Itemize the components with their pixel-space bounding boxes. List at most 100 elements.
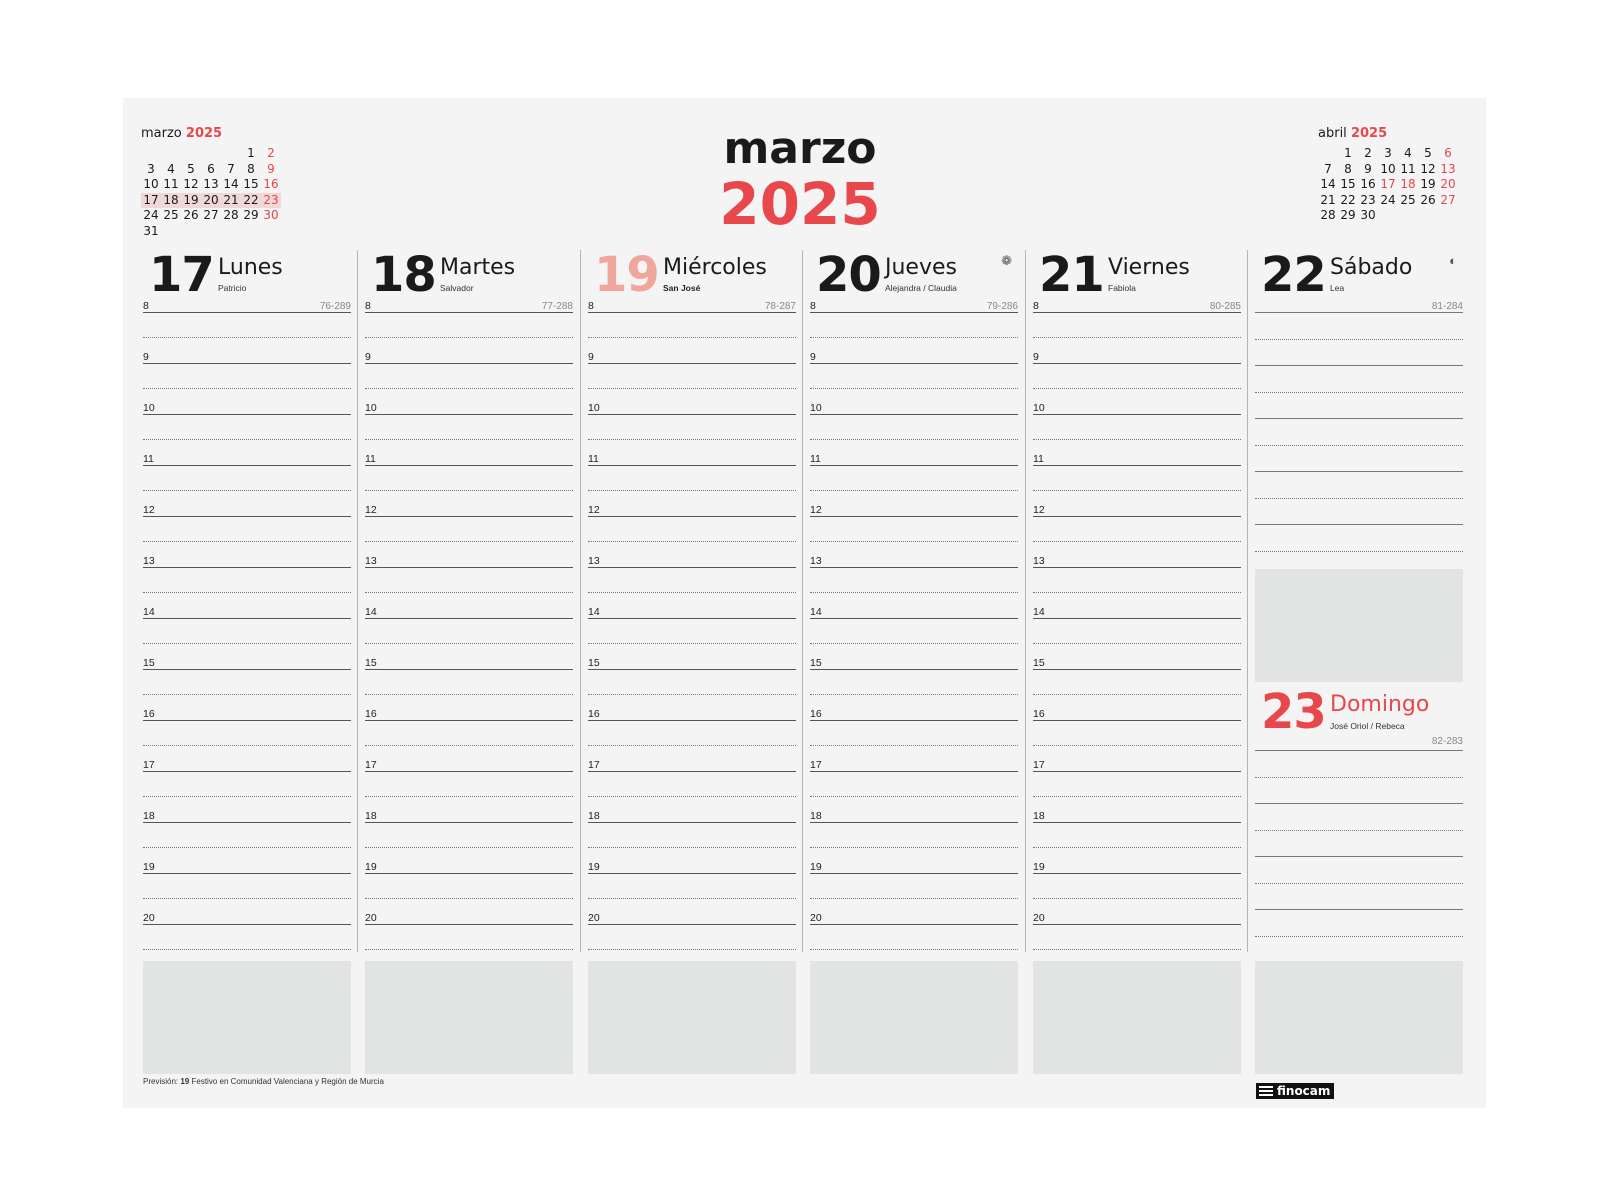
day-note-box[interactable]: [143, 961, 351, 1074]
hour-slot[interactable]: 16: [143, 708, 351, 771]
hour-slot[interactable]: 11: [588, 453, 796, 516]
hour-slot[interactable]: 14: [143, 606, 351, 669]
day-note-box[interactable]: [365, 961, 573, 1074]
hour-slot[interactable]: 20: [143, 912, 351, 975]
hour-slot[interactable]: 11: [143, 453, 351, 516]
hour-slot[interactable]: 14: [1033, 606, 1241, 669]
hour-slot[interactable]: 20: [365, 912, 573, 975]
mini-calendar-day: 27: [1440, 192, 1456, 207]
hour-slot[interactable]: 18: [365, 810, 573, 873]
hour-slot[interactable]: 20: [1033, 912, 1241, 975]
hour-slot[interactable]: 19: [810, 861, 1018, 924]
hour-slot[interactable]: 12: [365, 504, 573, 567]
hour-slot[interactable]: 15: [588, 657, 796, 720]
sunday-writing-lines[interactable]: [1255, 750, 1463, 962]
column-divider: [802, 250, 803, 952]
hour-slot[interactable]: 18: [810, 810, 1018, 873]
half-hour-line: [1033, 847, 1241, 848]
hour-line: [810, 465, 1018, 466]
day-note-box[interactable]: [1033, 961, 1241, 1074]
hour-slot[interactable]: 11: [810, 453, 1018, 516]
hour-slots: 8 9 10 11 12 13 14 15: [365, 300, 573, 975]
hour-line: [588, 465, 796, 466]
half-hour-line: [588, 745, 796, 746]
hour-label: 20: [810, 912, 822, 924]
hour-slot[interactable]: 8: [1033, 300, 1241, 363]
hour-slot[interactable]: 18: [143, 810, 351, 873]
hour-slot[interactable]: 13: [588, 555, 796, 618]
hour-line: [365, 822, 573, 823]
hour-slot[interactable]: 8: [143, 300, 351, 363]
day-saint: San José: [663, 283, 701, 293]
hour-line: [143, 618, 351, 619]
hour-line: [1033, 363, 1241, 364]
hour-slot[interactable]: 12: [810, 504, 1018, 567]
hour-slot[interactable]: 10: [810, 402, 1018, 465]
hour-slot[interactable]: 16: [588, 708, 796, 771]
hour-slot[interactable]: 13: [365, 555, 573, 618]
half-hour-line: [810, 949, 1018, 950]
half-hour-line: [365, 490, 573, 491]
hour-slot[interactable]: 17: [143, 759, 351, 822]
hour-slot[interactable]: 9: [588, 351, 796, 414]
hour-slot[interactable]: 19: [143, 861, 351, 924]
hour-slot[interactable]: 13: [1033, 555, 1241, 618]
hour-slot[interactable]: 11: [1033, 453, 1241, 516]
hour-slot[interactable]: 13: [143, 555, 351, 618]
hour-label: 10: [588, 402, 600, 414]
hour-slot[interactable]: 13: [810, 555, 1018, 618]
hour-slot[interactable]: 14: [365, 606, 573, 669]
hour-slot[interactable]: 15: [810, 657, 1018, 720]
hour-slot[interactable]: 17: [810, 759, 1018, 822]
hour-slot[interactable]: 10: [143, 402, 351, 465]
mini-calendar-day: 7: [227, 161, 235, 176]
hour-slot[interactable]: 9: [1033, 351, 1241, 414]
saturday-note-box[interactable]: [1255, 569, 1463, 682]
hour-slot[interactable]: 12: [588, 504, 796, 567]
hour-slot[interactable]: 17: [365, 759, 573, 822]
hour-slot[interactable]: 19: [1033, 861, 1241, 924]
hour-line: [1033, 414, 1241, 415]
hour-slot[interactable]: 14: [810, 606, 1018, 669]
hour-slot[interactable]: 15: [143, 657, 351, 720]
hour-slot[interactable]: 20: [588, 912, 796, 975]
saturday-writing-lines[interactable]: [1255, 312, 1463, 577]
hour-slot[interactable]: 8: [588, 300, 796, 363]
half-hour-line: [365, 745, 573, 746]
hour-slot[interactable]: 11: [365, 453, 573, 516]
hour-slot[interactable]: 10: [588, 402, 796, 465]
writing-line: [1255, 909, 1463, 936]
hour-slot[interactable]: 20: [810, 912, 1018, 975]
hour-slot[interactable]: 15: [1033, 657, 1241, 720]
hour-slot[interactable]: 10: [1033, 402, 1241, 465]
hour-slot[interactable]: 9: [143, 351, 351, 414]
hour-slot[interactable]: 12: [143, 504, 351, 567]
hour-slot[interactable]: 18: [588, 810, 796, 873]
hour-slot[interactable]: 14: [588, 606, 796, 669]
day-number: 21: [1039, 247, 1105, 303]
day-note-box[interactable]: [588, 961, 796, 1074]
hour-line: [365, 924, 573, 925]
hour-label: 15: [143, 657, 155, 669]
half-hour-line: [1033, 643, 1241, 644]
hour-slot[interactable]: 8: [810, 300, 1018, 363]
hour-slot[interactable]: 19: [588, 861, 796, 924]
weekend-note-box[interactable]: [1255, 961, 1463, 1074]
half-hour-line: [1033, 949, 1241, 950]
half-hour-line: [143, 643, 351, 644]
hour-slot[interactable]: 17: [1033, 759, 1241, 822]
hour-slot[interactable]: 12: [1033, 504, 1241, 567]
hour-slot[interactable]: 18: [1033, 810, 1241, 873]
hour-slot[interactable]: 9: [810, 351, 1018, 414]
day-note-box[interactable]: [810, 961, 1018, 1074]
hour-slot[interactable]: 16: [365, 708, 573, 771]
hour-slot[interactable]: 16: [810, 708, 1018, 771]
hour-slot[interactable]: 15: [365, 657, 573, 720]
hour-slot[interactable]: 10: [365, 402, 573, 465]
hour-slot[interactable]: 16: [1033, 708, 1241, 771]
hour-slot[interactable]: 9: [365, 351, 573, 414]
hour-slot[interactable]: 8: [365, 300, 573, 363]
hour-slot[interactable]: 17: [588, 759, 796, 822]
hour-slot[interactable]: 19: [365, 861, 573, 924]
hour-label: 11: [1033, 453, 1044, 465]
